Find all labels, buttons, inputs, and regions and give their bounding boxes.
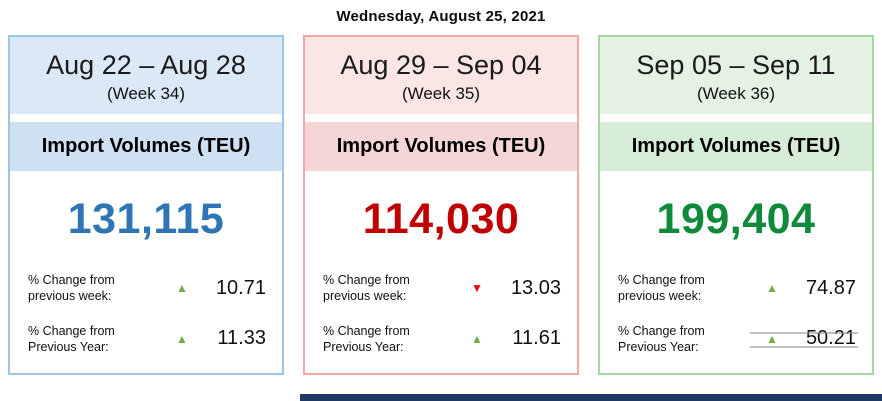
up-triangle-icon: ▲ (176, 331, 188, 346)
changes-section: % Change from previous week: ▲ 10.71 % C… (10, 264, 282, 355)
week-card-34: Aug 22 – Aug 28 (Week 34) Import Volumes… (8, 35, 284, 375)
date-range: Aug 29 – Sep 04 (340, 50, 542, 80)
change-label-line2: Previous Year: (28, 339, 109, 354)
import-volume-value: 199,404 (656, 195, 816, 244)
metric-band: Import Volumes (TEU) (600, 122, 872, 172)
change-row-week: % Change from previous week: ▼ 13.03 (323, 272, 561, 305)
date-range: Sep 05 – Sep 11 (636, 50, 836, 80)
bottom-navy-bar (300, 394, 882, 401)
down-triangle-icon: ▼ (471, 281, 483, 296)
up-triangle-icon: ▲ (471, 331, 483, 346)
change-value: 50.21 (805, 327, 856, 350)
change-label: % Change from Previous Year: (28, 323, 160, 356)
change-value: 13.03 (510, 276, 561, 299)
change-row-week: % Change from previous week: ▲ 10.71 (28, 272, 266, 305)
change-label-line2: Previous Year: (618, 339, 699, 354)
metric-band: Import Volumes (TEU) (305, 122, 577, 172)
change-label: % Change from Previous Year: (618, 323, 750, 356)
change-value: 74.87 (805, 276, 856, 299)
change-value: 10.71 (215, 276, 266, 299)
change-label-line2: previous week: (28, 289, 112, 304)
change-label-line1: % Change from (323, 323, 410, 338)
import-volume-value: 114,030 (362, 195, 520, 244)
date-range: Aug 22 – Aug 28 (46, 50, 246, 80)
changes-section: % Change from previous week: ▲ 74.87 % C… (600, 264, 872, 355)
change-label: % Change from Previous Year: (323, 323, 455, 356)
change-label-line1: % Change from (28, 273, 115, 288)
week-card-35: Aug 29 – Sep 04 (Week 35) Import Volumes… (303, 35, 579, 375)
up-triangle-icon: ▲ (766, 281, 778, 296)
metric-band: Import Volumes (TEU) (10, 122, 282, 172)
changes-section: % Change from previous week: ▼ 13.03 % C… (305, 264, 577, 355)
up-triangle-icon: ▲ (766, 331, 778, 346)
card-header: Sep 05 – Sep 11 (Week 36) (600, 37, 872, 115)
change-row-year: % Change from Previous Year: ▲ 11.61 (323, 323, 561, 356)
weekly-cards-container: Aug 22 – Aug 28 (Week 34) Import Volumes… (0, 25, 882, 375)
page-title: Wednesday, August 25, 2021 (336, 8, 546, 25)
change-row-year: % Change from Previous Year: ▲ 11.33 (28, 323, 266, 356)
change-label: % Change from previous week: (618, 272, 750, 305)
change-label: % Change from previous week: (28, 272, 160, 305)
week-label: (Week 34) (106, 84, 186, 104)
week-label: (Week 35) (401, 84, 481, 104)
change-label-line2: previous week: (618, 289, 702, 304)
change-value: 11.61 (512, 327, 561, 350)
change-value: 11.33 (217, 327, 266, 350)
change-label-line1: % Change from (28, 323, 115, 338)
change-label-line2: previous week: (323, 289, 407, 304)
week-card-36: Sep 05 – Sep 11 (Week 36) Import Volumes… (598, 35, 874, 375)
change-label-line1: % Change from (618, 323, 705, 338)
card-header: Aug 22 – Aug 28 (Week 34) (10, 37, 282, 115)
change-row-week: % Change from previous week: ▲ 74.87 (618, 272, 856, 305)
week-label: (Week 36) (696, 84, 776, 104)
import-volume-value: 131,115 (67, 195, 225, 244)
change-label-line1: % Change from (618, 273, 705, 288)
change-label: % Change from previous week: (323, 272, 455, 305)
change-row-year: % Change from Previous Year: ▲ 50.21 (618, 323, 858, 356)
up-triangle-icon: ▲ (176, 281, 188, 296)
card-header: Aug 29 – Sep 04 (Week 35) (305, 37, 577, 115)
change-label-line2: Previous Year: (323, 339, 404, 354)
change-label-line1: % Change from (323, 273, 410, 288)
